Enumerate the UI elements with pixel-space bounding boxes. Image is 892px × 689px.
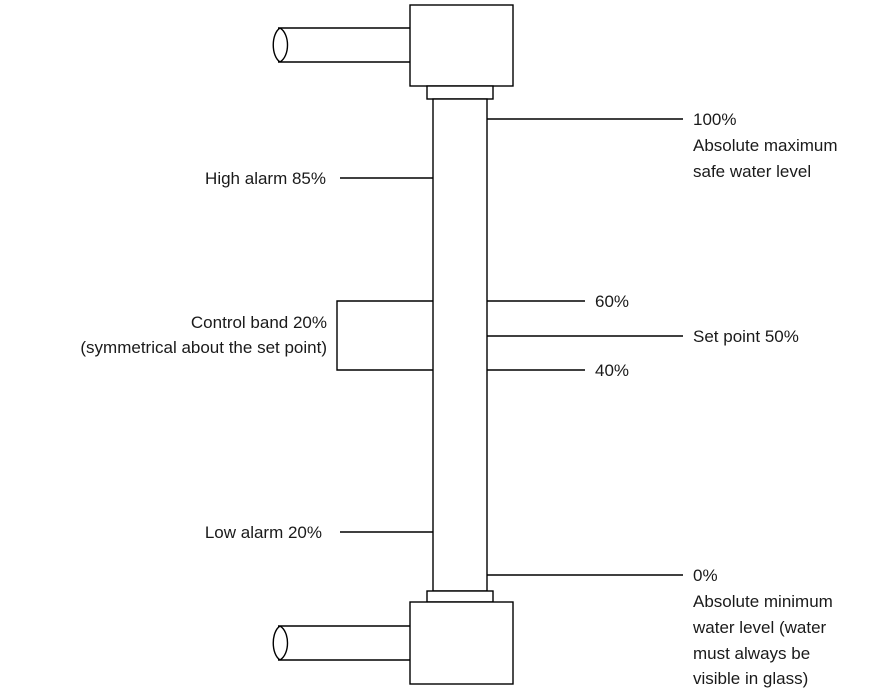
control-band-label-line1: Control band 20%: [191, 313, 327, 332]
set-point-label: Set point 50%: [693, 327, 799, 346]
control-band-label-line2: (symmetrical about the set point): [80, 338, 327, 357]
min-level-desc-line3: must always be: [693, 644, 810, 663]
min-level-percent: 0%: [693, 566, 718, 585]
control-band-bracket: [336, 300, 433, 371]
band-upper-label: 60%: [595, 292, 629, 311]
top-fitting-block: [409, 4, 514, 87]
max-level-percent: 100%: [693, 110, 736, 129]
top-pipe: [272, 27, 410, 63]
max-level-desc-line1: Absolute maximum: [693, 136, 838, 155]
gauge-glass-tube: [432, 98, 488, 592]
bottom-pipe: [272, 625, 410, 661]
max-level-desc-line2: safe water level: [693, 162, 811, 181]
band-lower-label: 40%: [595, 361, 629, 380]
top-fitting-collar: [426, 85, 494, 100]
min-level-desc-line1: Absolute minimum: [693, 592, 833, 611]
min-level-desc-line2: water level (water: [692, 618, 827, 637]
bottom-fitting-block: [409, 601, 514, 685]
min-level-desc-line4: visible in glass): [693, 669, 808, 688]
bottom-fitting-collar: [426, 590, 494, 603]
low-alarm-label: Low alarm 20%: [205, 523, 322, 542]
high-alarm-label: High alarm 85%: [205, 169, 326, 188]
